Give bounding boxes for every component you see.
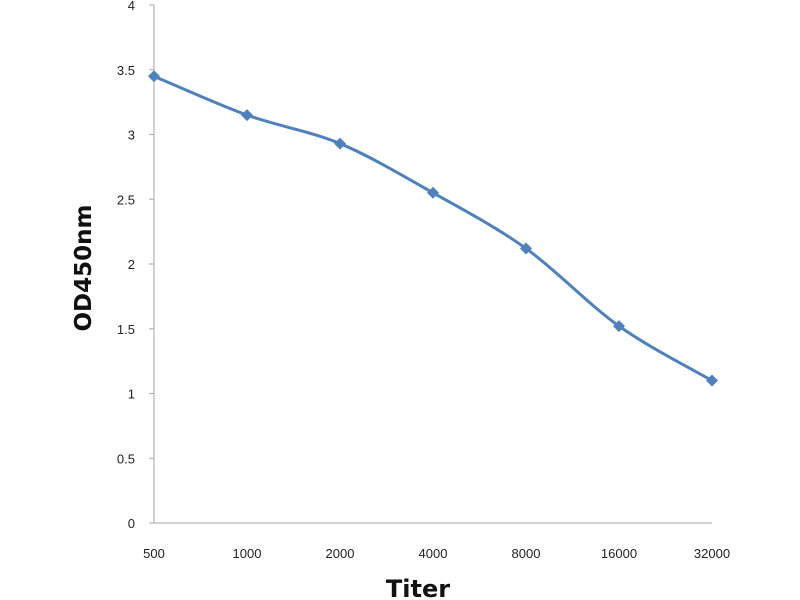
x-tick-label: 500 xyxy=(143,546,165,561)
data-point-marker xyxy=(148,70,160,83)
data-point-marker xyxy=(706,374,718,387)
axes xyxy=(149,4,712,524)
y-axis-title: OD450nm xyxy=(71,205,97,332)
y-tick-label: 2.5 xyxy=(117,192,135,207)
y-tick-labels: 0 0.5 1 1.5 2 2.5 3 3.5 4 xyxy=(117,0,135,531)
x-tick-label: 8000 xyxy=(512,546,541,561)
y-tick-label: 0.5 xyxy=(117,451,135,466)
data-point-marker xyxy=(520,242,532,255)
series-layer xyxy=(148,70,718,387)
y-tick-label: 0 xyxy=(128,516,135,531)
data-point-marker xyxy=(241,109,253,122)
x-axis-title: Titer xyxy=(386,575,450,600)
x-tick-label: 1000 xyxy=(233,546,262,561)
series-line xyxy=(153,74,713,382)
x-tick-labels: 500 1000 2000 4000 8000 16000 32000 xyxy=(143,546,730,561)
y-tick-label: 3 xyxy=(128,128,135,143)
data-point-marker xyxy=(613,320,625,333)
x-tick-label: 4000 xyxy=(419,546,448,561)
y-tick-label: 2 xyxy=(128,257,135,272)
x-tick-label: 2000 xyxy=(326,546,355,561)
x-tick-label: 16000 xyxy=(601,546,637,561)
data-point-marker xyxy=(334,137,346,150)
x-tick-label: 32000 xyxy=(694,546,730,561)
data-point-marker xyxy=(427,186,439,199)
y-tick-label: 4 xyxy=(128,0,135,13)
y-tick-label: 3.5 xyxy=(117,63,135,78)
y-tick-label: 1.5 xyxy=(117,322,135,337)
y-tick-label: 1 xyxy=(128,387,135,402)
